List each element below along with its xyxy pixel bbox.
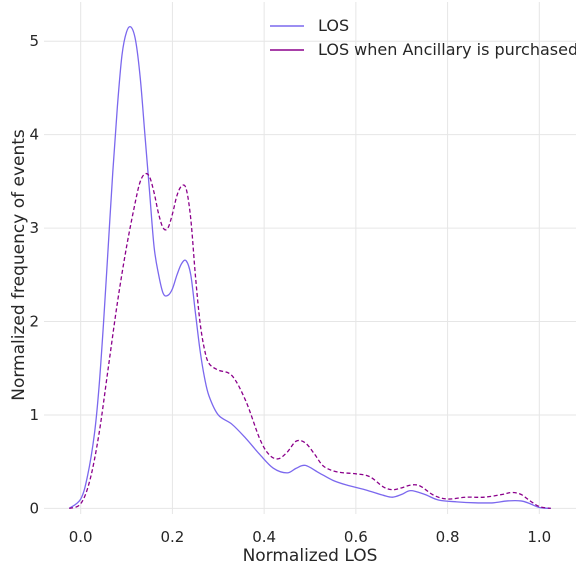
x-tick-label: 1.0 xyxy=(527,528,551,546)
y-tick-label: 4 xyxy=(29,126,39,144)
x-tick-label: 0.4 xyxy=(252,528,276,546)
x-tick-labels: 0.0 0.2 0.4 0.6 0.8 1.0 xyxy=(69,528,551,546)
x-tick-label: 0.0 xyxy=(69,528,93,546)
y-tick-label: 0 xyxy=(29,499,39,517)
series-line-los-ancillary xyxy=(68,172,551,510)
y-tick-label: 1 xyxy=(29,406,39,424)
x-tick-label: 0.8 xyxy=(436,528,460,546)
plot-area xyxy=(44,2,576,514)
legend-label: LOS xyxy=(318,16,349,35)
y-tick-label: 5 xyxy=(29,32,39,50)
x-tick-label: 0.6 xyxy=(344,528,368,546)
legend: LOS LOS when Ancillary is purchased xyxy=(270,16,576,59)
grid xyxy=(44,2,576,514)
y-tick-label: 3 xyxy=(29,219,39,237)
x-tick-label: 0.2 xyxy=(160,528,184,546)
y-tick-labels: 0 1 2 3 4 5 xyxy=(29,32,39,517)
x-axis-label: Normalized LOS xyxy=(243,546,378,566)
legend-label: LOS when Ancillary is purchased xyxy=(318,40,576,59)
series-lines xyxy=(68,26,551,510)
y-tick-label: 2 xyxy=(29,313,39,331)
y-axis-label: Normalized frequency of events xyxy=(9,129,29,401)
series-line-los xyxy=(68,26,551,510)
